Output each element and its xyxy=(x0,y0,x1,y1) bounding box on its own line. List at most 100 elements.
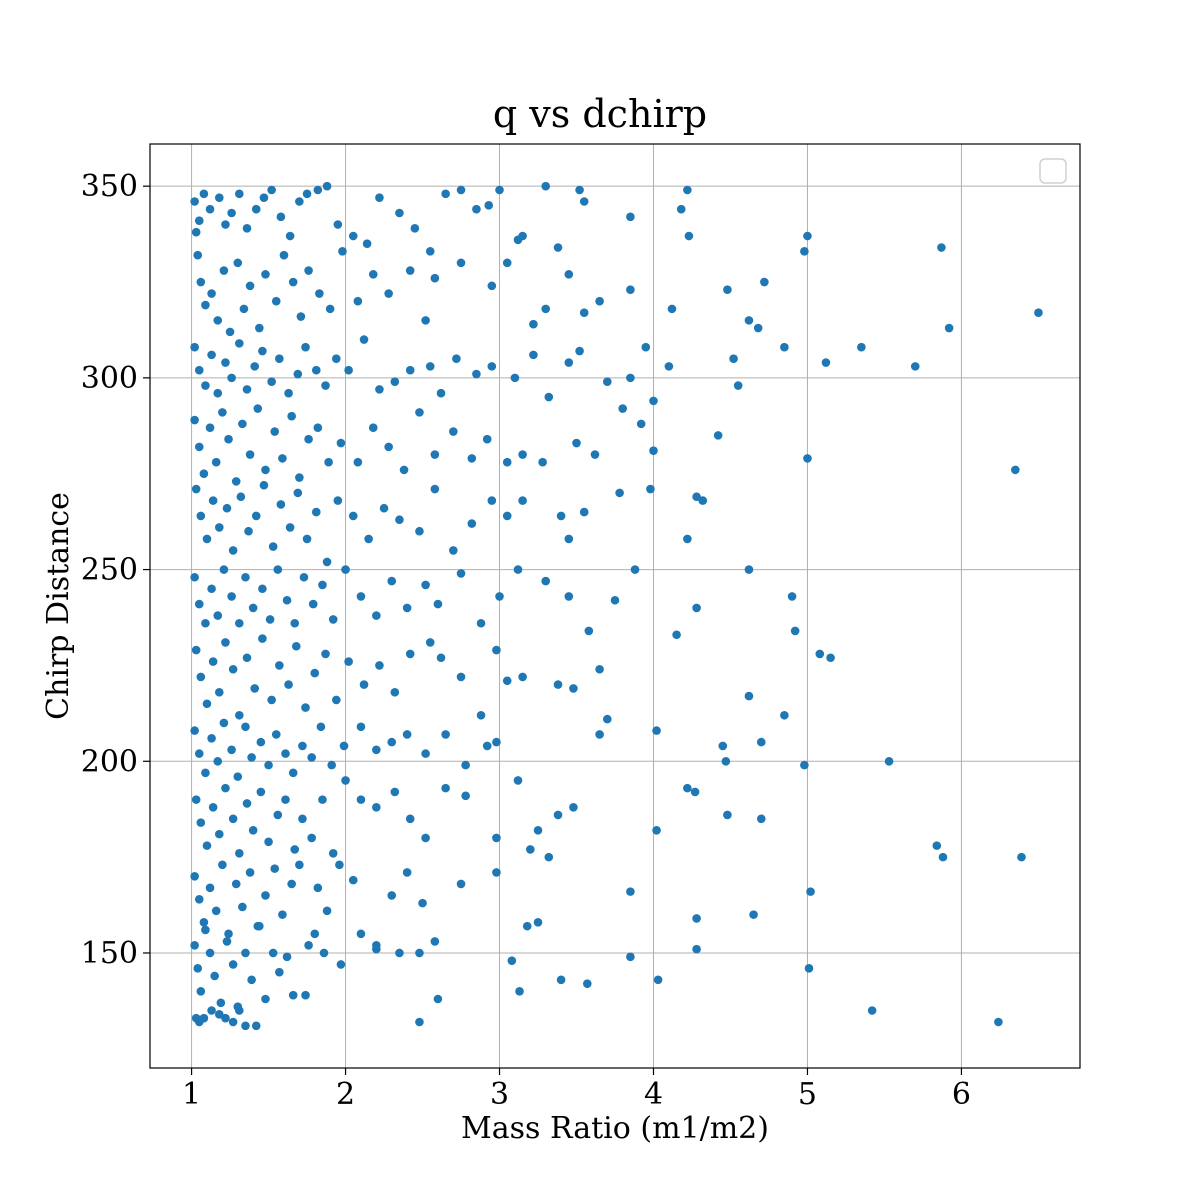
data-point xyxy=(207,289,216,298)
data-point xyxy=(405,365,415,375)
data-point xyxy=(296,312,306,321)
data-point xyxy=(298,814,307,824)
data-point xyxy=(753,323,763,333)
data-point xyxy=(541,181,551,191)
data-point xyxy=(492,645,501,655)
data-point xyxy=(201,300,210,310)
data-point xyxy=(553,680,563,689)
data-point xyxy=(194,216,204,225)
data-point xyxy=(285,231,295,241)
data-point xyxy=(610,595,620,605)
data-point xyxy=(290,618,300,628)
data-point xyxy=(302,189,312,199)
data-point xyxy=(335,860,344,870)
data-point xyxy=(193,250,203,260)
data-point xyxy=(804,964,814,973)
data-point xyxy=(575,346,584,356)
data-point xyxy=(338,247,347,256)
data-point xyxy=(375,193,384,202)
data-point xyxy=(441,189,450,199)
data-point xyxy=(495,185,504,195)
data-point xyxy=(467,454,477,463)
data-point xyxy=(235,710,244,720)
data-point xyxy=(231,879,241,889)
data-point xyxy=(787,592,797,601)
data-point xyxy=(214,687,224,697)
data-point xyxy=(341,565,350,574)
data-point xyxy=(194,749,204,758)
data-point xyxy=(214,829,224,839)
x-tick-label: 3 xyxy=(490,1077,509,1112)
data-point xyxy=(368,423,378,433)
data-point xyxy=(282,595,292,605)
data-point xyxy=(387,737,397,747)
chart-title: q vs dchirp xyxy=(493,92,707,136)
data-point xyxy=(242,224,252,233)
data-point xyxy=(449,546,458,555)
data-point xyxy=(251,1021,261,1031)
data-point xyxy=(273,810,283,820)
data-point xyxy=(348,511,358,521)
data-point xyxy=(718,741,728,751)
data-point xyxy=(328,615,338,624)
data-point xyxy=(219,565,229,574)
data-point xyxy=(221,783,230,793)
data-point xyxy=(713,431,723,440)
data-point xyxy=(251,204,261,214)
data-point xyxy=(261,994,270,1004)
data-point xyxy=(430,484,440,494)
data-point xyxy=(553,243,563,252)
data-point xyxy=(196,818,206,827)
data-point xyxy=(214,193,224,202)
data-point xyxy=(425,638,435,647)
data-point xyxy=(857,342,866,352)
data-point xyxy=(207,350,216,360)
data-point xyxy=(258,584,267,594)
data-point xyxy=(353,457,363,467)
data-point xyxy=(199,189,209,199)
data-point xyxy=(273,565,283,574)
legend-box xyxy=(1039,158,1067,184)
data-point xyxy=(529,319,538,329)
data-point xyxy=(456,672,466,682)
data-point xyxy=(313,883,323,893)
data-point xyxy=(242,799,252,808)
data-point xyxy=(259,480,269,490)
data-point xyxy=(318,580,327,590)
data-point xyxy=(190,871,199,881)
data-point xyxy=(247,753,256,762)
data-point xyxy=(522,921,532,931)
x-tick-label: 5 xyxy=(798,1077,817,1112)
y-tick-label: 150 xyxy=(81,936,138,971)
data-point xyxy=(281,795,290,804)
data-point xyxy=(205,423,215,433)
data-point xyxy=(233,258,243,268)
data-point xyxy=(301,703,310,712)
data-point xyxy=(214,523,224,532)
data-point xyxy=(867,1006,877,1015)
data-point xyxy=(284,680,293,689)
data-point xyxy=(264,760,273,770)
data-point xyxy=(327,760,336,770)
data-point xyxy=(307,833,316,843)
data-point xyxy=(518,496,527,505)
data-point xyxy=(415,408,424,417)
data-point xyxy=(194,442,204,452)
data-point xyxy=(744,691,754,701)
data-point xyxy=(1034,308,1043,317)
data-point xyxy=(492,833,501,843)
data-point xyxy=(256,737,266,747)
data-point xyxy=(430,450,440,459)
data-point xyxy=(202,699,212,709)
data-point xyxy=(372,611,381,620)
data-point xyxy=(456,879,466,889)
data-point xyxy=(684,231,694,241)
data-point xyxy=(780,710,789,720)
data-point xyxy=(258,346,267,356)
data-point xyxy=(207,584,216,594)
y-tick-label: 250 xyxy=(81,553,138,588)
x-tick-label: 4 xyxy=(644,1077,663,1112)
data-point xyxy=(313,423,323,433)
data-point xyxy=(205,948,215,958)
data-point xyxy=(487,281,497,291)
